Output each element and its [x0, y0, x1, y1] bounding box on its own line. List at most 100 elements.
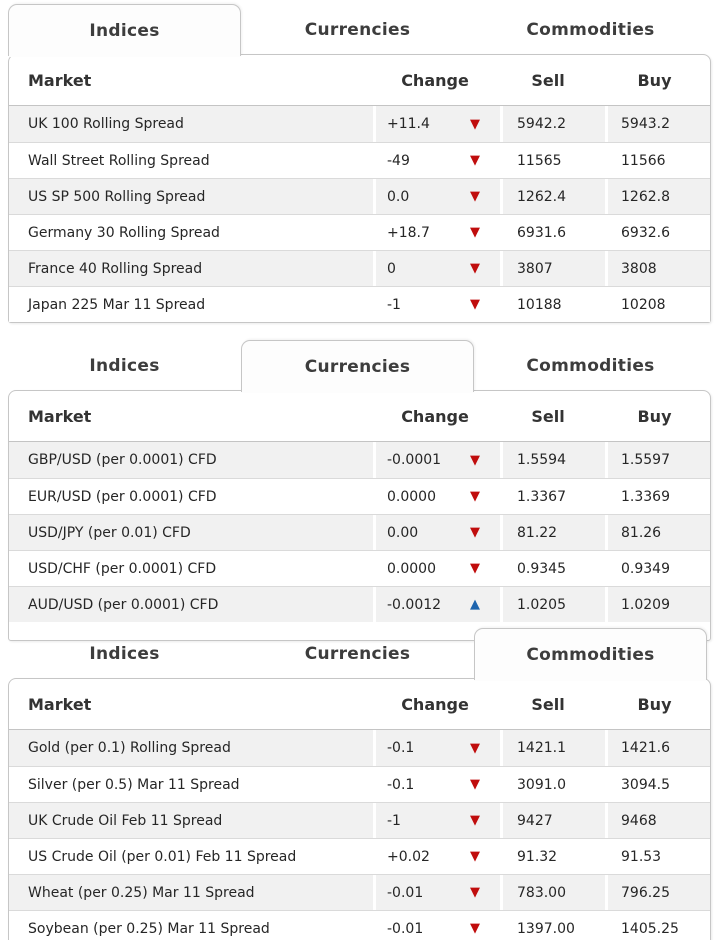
arrow-up-icon: ▲ [470, 597, 480, 612]
market-name: Germany 30 Rolling Spread [9, 215, 373, 250]
tab-indices[interactable]: Indices [89, 644, 160, 664]
sell-price[interactable]: 5942.2 [503, 106, 605, 142]
change-value: -49 [387, 152, 410, 169]
sell-price[interactable]: 1397.00 [503, 911, 605, 940]
sell-price[interactable]: 91.32 [503, 839, 605, 874]
market-name: US Crude Oil (per 0.01) Feb 11 Spread [9, 839, 373, 874]
buy-price[interactable]: 796.25 [608, 875, 710, 910]
arrow-down-icon: ▼ [470, 885, 480, 900]
prices-table: Market Change Sell Buy Gold (per 0.1) Ro… [8, 678, 711, 940]
arrow-down-icon: ▼ [470, 921, 480, 936]
sell-price[interactable]: 3091.0 [503, 767, 605, 802]
table-row: Soybean (per 0.25) Mar 11 Spread -0.01 ▼ 13… [9, 910, 710, 940]
sell-price[interactable]: 11565 [503, 143, 605, 178]
sell-price[interactable]: 6931.6 [503, 215, 605, 250]
sell-price[interactable]: 1.5594 [503, 442, 605, 478]
buy-price[interactable]: 1421.6 [608, 730, 710, 766]
buy-price[interactable]: 0.9349 [608, 551, 710, 586]
table-row: US SP 500 Rolling Spread 0.0 ▼ 1262.4 1262.8 [9, 178, 710, 214]
sell-price[interactable]: 783.00 [503, 875, 605, 910]
arrow-down-icon: ▼ [470, 452, 480, 468]
market-name: Wall Street Rolling Spread [9, 143, 373, 178]
market-name: EUR/USD (per 0.0001) CFD [9, 479, 373, 514]
change-value: +11.4 [387, 116, 430, 132]
market-name: UK Crude Oil Feb 11 Spread [9, 803, 373, 838]
tab-currencies[interactable]: Currencies [241, 340, 474, 392]
buy-price[interactable]: 1262.8 [608, 179, 710, 214]
change-value: -0.1 [387, 776, 415, 793]
market-name: USD/JPY (per 0.01) CFD [9, 515, 373, 550]
sell-price[interactable]: 10188 [503, 287, 605, 322]
column-header-market: Market [28, 694, 92, 714]
sell-price[interactable]: 81.22 [503, 515, 605, 550]
buy-price[interactable]: 9468 [608, 803, 710, 838]
column-header-buy: Buy [637, 694, 672, 714]
column-header-change: Change [401, 406, 469, 426]
tab-currencies[interactable]: Currencies [304, 644, 411, 664]
tab-indices[interactable]: Indices [8, 4, 241, 56]
arrow-down-icon: ▼ [470, 777, 480, 792]
tab-currencies[interactable]: Currencies [304, 20, 411, 40]
change-value: +18.7 [387, 224, 430, 241]
tab-commodities[interactable]: Commodities [526, 20, 655, 40]
change-value: -0.01 [387, 884, 424, 901]
prices-table: Market Change Sell Buy GBP/USD (per 0.00… [8, 390, 711, 641]
change-cell: -1 ▼ [376, 287, 500, 322]
tab-commodities[interactable]: Commodities [474, 628, 707, 680]
table-row: Wall Street Rolling Spread -49 ▼ 11565 11566 [9, 142, 710, 178]
table-row: US Crude Oil (per 0.01) Feb 11 Spread +0.… [9, 838, 710, 874]
sell-price[interactable]: 1.0205 [503, 587, 605, 622]
change-cell: -49 ▼ [376, 143, 500, 178]
arrow-down-icon: ▼ [470, 261, 480, 276]
change-value: -0.0012 [387, 596, 442, 613]
change-value: -0.0001 [387, 452, 442, 468]
table-body: UK 100 Rolling Spread +11.4 ▼ 5942.2 5943.2 W… [9, 106, 710, 322]
buy-price[interactable]: 11566 [608, 143, 710, 178]
change-cell: 0.0 ▼ [376, 179, 500, 214]
buy-price[interactable]: 1.3369 [608, 479, 710, 514]
change-cell: 0.0000 ▼ [376, 551, 500, 586]
market-name: GBP/USD (per 0.0001) CFD [9, 442, 373, 478]
arrow-down-icon: ▼ [470, 116, 480, 132]
commodities-widget: Indices Currencies Commodities Market Ch… [0, 628, 719, 940]
sell-price[interactable]: 1421.1 [503, 730, 605, 766]
tab-commodities[interactable]: Commodities [526, 356, 655, 376]
table-header: Market Change Sell Buy [9, 55, 710, 106]
buy-price[interactable]: 6932.6 [608, 215, 710, 250]
market-name: Wheat (per 0.25) Mar 11 Spread [9, 875, 373, 910]
change-value: 0.0000 [387, 488, 436, 505]
indices-widget: Indices Currencies Commodities Market Ch… [0, 4, 719, 323]
sell-price[interactable]: 3807 [503, 251, 605, 286]
change-cell: 0.00 ▼ [376, 515, 500, 550]
arrow-down-icon: ▼ [470, 153, 480, 168]
table-header: Market Change Sell Buy [9, 679, 710, 730]
buy-price[interactable]: 5943.2 [608, 106, 710, 142]
column-header-sell: Sell [531, 406, 565, 426]
change-value: +0.02 [387, 848, 430, 865]
market-name: UK 100 Rolling Spread [9, 106, 373, 142]
sell-price[interactable]: 1262.4 [503, 179, 605, 214]
buy-price[interactable]: 91.53 [608, 839, 710, 874]
table-body: GBP/USD (per 0.0001) CFD -0.0001 ▼ 1.5594 1.… [9, 442, 710, 622]
buy-price[interactable]: 3808 [608, 251, 710, 286]
arrow-down-icon: ▼ [470, 225, 480, 240]
buy-price[interactable]: 1.0209 [608, 587, 710, 622]
sell-price[interactable]: 0.9345 [503, 551, 605, 586]
table-header: Market Change Sell Buy [9, 391, 710, 442]
sell-price[interactable]: 1.3367 [503, 479, 605, 514]
table-row: USD/JPY (per 0.01) CFD 0.00 ▼ 81.22 81.26 [9, 514, 710, 550]
buy-price[interactable]: 1405.25 [608, 911, 710, 940]
tab-indices[interactable]: Indices [89, 356, 160, 376]
buy-price[interactable]: 1.5597 [608, 442, 710, 478]
market-name: Silver (per 0.5) Mar 11 Spread [9, 767, 373, 802]
buy-price[interactable]: 81.26 [608, 515, 710, 550]
change-cell: 0.0000 ▼ [376, 479, 500, 514]
change-cell: -0.0001 ▼ [376, 442, 500, 478]
buy-price[interactable]: 10208 [608, 287, 710, 322]
sell-price[interactable]: 9427 [503, 803, 605, 838]
column-header-sell: Sell [531, 70, 565, 90]
buy-price[interactable]: 3094.5 [608, 767, 710, 802]
change-value: 0.0000 [387, 560, 436, 577]
table-body: Gold (per 0.1) Rolling Spread -0.1 ▼ 1421.1… [9, 730, 710, 940]
